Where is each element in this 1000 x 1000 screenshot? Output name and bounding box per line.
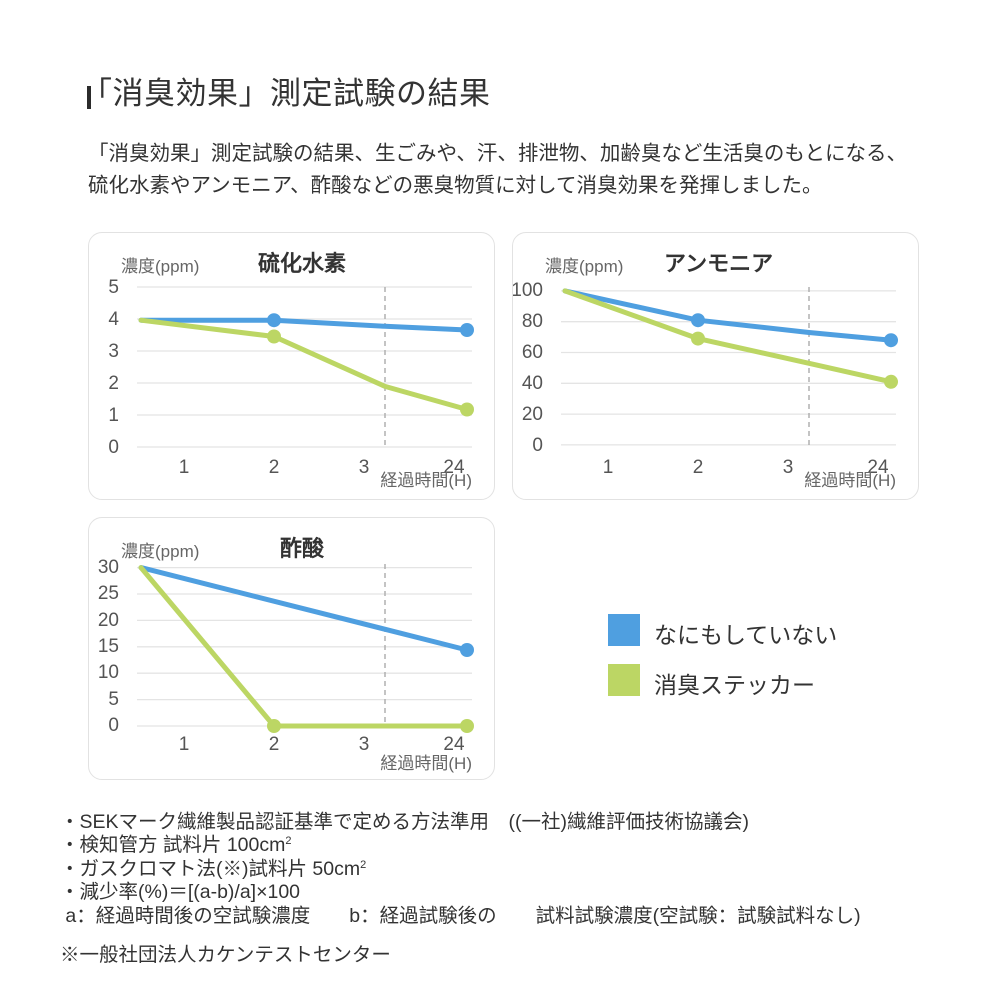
svg-text:100: 100	[513, 280, 543, 301]
svg-text:30: 30	[98, 557, 119, 578]
svg-text:経過時間(H): 経過時間(H)	[380, 754, 472, 773]
svg-text:3: 3	[108, 341, 119, 362]
svg-text:0: 0	[108, 715, 119, 736]
svg-text:20: 20	[522, 404, 543, 425]
svg-text:5: 5	[108, 689, 119, 710]
svg-text:2: 2	[269, 734, 280, 755]
svg-text:経過時間(H): 経過時間(H)	[804, 471, 896, 490]
svg-text:3: 3	[359, 734, 370, 755]
svg-text:濃度(ppm): 濃度(ppm)	[121, 542, 199, 561]
svg-text:濃度(ppm): 濃度(ppm)	[121, 257, 199, 276]
svg-text:2: 2	[693, 457, 704, 478]
svg-text:0: 0	[532, 435, 543, 456]
svg-text:経過時間(H): 経過時間(H)	[380, 471, 472, 490]
svg-text:15: 15	[98, 636, 119, 657]
svg-text:24: 24	[443, 734, 465, 755]
svg-text:硫化水素: 硫化水素	[258, 251, 346, 276]
svg-text:2: 2	[269, 457, 280, 478]
svg-text:3: 3	[783, 457, 794, 478]
svg-text:3: 3	[359, 457, 370, 478]
svg-text:60: 60	[522, 342, 543, 363]
svg-text:1: 1	[603, 457, 614, 478]
svg-text:5: 5	[108, 277, 119, 298]
svg-text:1: 1	[179, 457, 190, 478]
svg-text:10: 10	[98, 662, 119, 683]
svg-text:20: 20	[98, 610, 119, 631]
svg-text:4: 4	[108, 309, 119, 330]
svg-text:1: 1	[108, 405, 119, 426]
svg-text:40: 40	[522, 373, 543, 394]
svg-text:酢酸: 酢酸	[280, 536, 325, 561]
svg-text:80: 80	[522, 311, 543, 332]
svg-text:1: 1	[179, 734, 190, 755]
svg-text:25: 25	[98, 583, 119, 604]
svg-text:濃度(ppm): 濃度(ppm)	[545, 257, 623, 276]
svg-text:アンモニア: アンモニア	[664, 251, 773, 276]
svg-text:2: 2	[108, 373, 119, 394]
svg-text:0: 0	[108, 437, 119, 458]
